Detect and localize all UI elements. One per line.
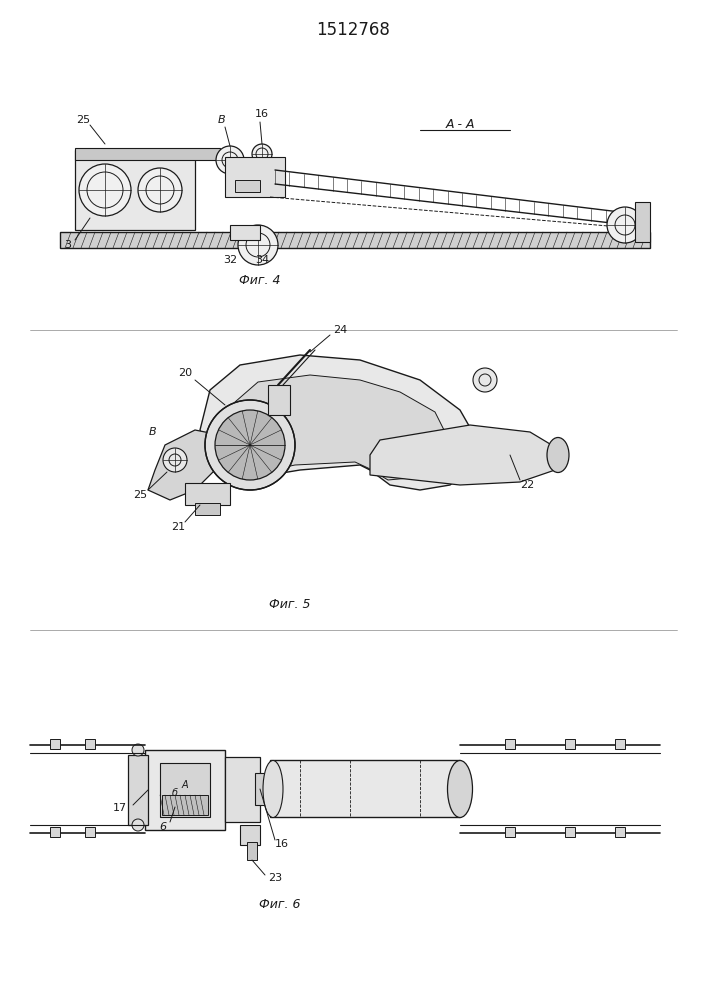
Polygon shape — [222, 375, 450, 480]
Bar — [50, 739, 60, 749]
Bar — [230, 225, 260, 240]
Text: 21: 21 — [171, 522, 185, 532]
Bar — [255, 773, 275, 805]
Polygon shape — [370, 425, 560, 485]
Polygon shape — [148, 430, 220, 500]
Bar — [195, 503, 220, 515]
Text: 20: 20 — [178, 368, 192, 378]
Circle shape — [238, 225, 278, 265]
Text: 16: 16 — [255, 109, 269, 119]
Bar — [145, 750, 225, 830]
Bar — [240, 825, 260, 845]
Text: 24: 24 — [333, 325, 347, 335]
Bar — [85, 827, 95, 837]
Text: 23: 23 — [268, 873, 282, 883]
Circle shape — [79, 164, 131, 216]
Text: 16: 16 — [275, 839, 289, 849]
Text: Фиг. 5: Фиг. 5 — [269, 598, 311, 611]
Bar — [85, 739, 95, 749]
Text: B: B — [218, 115, 226, 125]
Text: 3: 3 — [64, 240, 71, 250]
Bar — [505, 739, 515, 749]
Polygon shape — [200, 355, 480, 490]
Text: А: А — [182, 780, 188, 790]
Bar — [160, 763, 210, 817]
Bar — [615, 739, 625, 749]
Bar — [60, 232, 650, 248]
Ellipse shape — [263, 760, 283, 818]
Circle shape — [216, 146, 244, 174]
Bar — [270, 760, 460, 817]
Circle shape — [215, 410, 285, 480]
Circle shape — [138, 168, 182, 212]
Text: Фиг. 6: Фиг. 6 — [259, 898, 300, 912]
Bar — [268, 385, 290, 415]
Bar — [50, 827, 60, 837]
Circle shape — [205, 400, 295, 490]
Bar — [247, 842, 257, 860]
Bar — [225, 157, 285, 197]
Circle shape — [252, 144, 272, 164]
Bar — [235, 180, 260, 192]
Circle shape — [132, 819, 144, 831]
Ellipse shape — [547, 438, 569, 473]
Text: 34: 34 — [255, 255, 269, 265]
Text: А - А: А - А — [445, 118, 474, 131]
Bar — [615, 827, 625, 837]
Ellipse shape — [448, 760, 472, 818]
Bar — [635, 202, 650, 242]
Text: 25: 25 — [76, 115, 90, 125]
Circle shape — [163, 448, 187, 472]
Text: 25: 25 — [133, 490, 147, 500]
Circle shape — [607, 207, 643, 243]
Circle shape — [132, 744, 144, 756]
Circle shape — [473, 368, 497, 392]
Text: б: б — [172, 788, 178, 798]
Text: 17: 17 — [113, 803, 127, 813]
Bar — [128, 755, 148, 825]
Bar — [565, 827, 575, 837]
Text: Фиг. 4: Фиг. 4 — [239, 273, 281, 286]
Text: B: B — [149, 427, 157, 437]
Bar — [75, 148, 220, 160]
Bar — [505, 827, 515, 837]
Bar — [225, 757, 260, 822]
Bar — [565, 739, 575, 749]
Text: 32: 32 — [223, 255, 237, 265]
Text: 1512768: 1512768 — [316, 21, 390, 39]
Bar — [185, 483, 230, 505]
Text: 6: 6 — [160, 822, 167, 832]
Text: 22: 22 — [520, 480, 534, 490]
Bar — [162, 795, 208, 815]
Bar — [75, 150, 195, 230]
